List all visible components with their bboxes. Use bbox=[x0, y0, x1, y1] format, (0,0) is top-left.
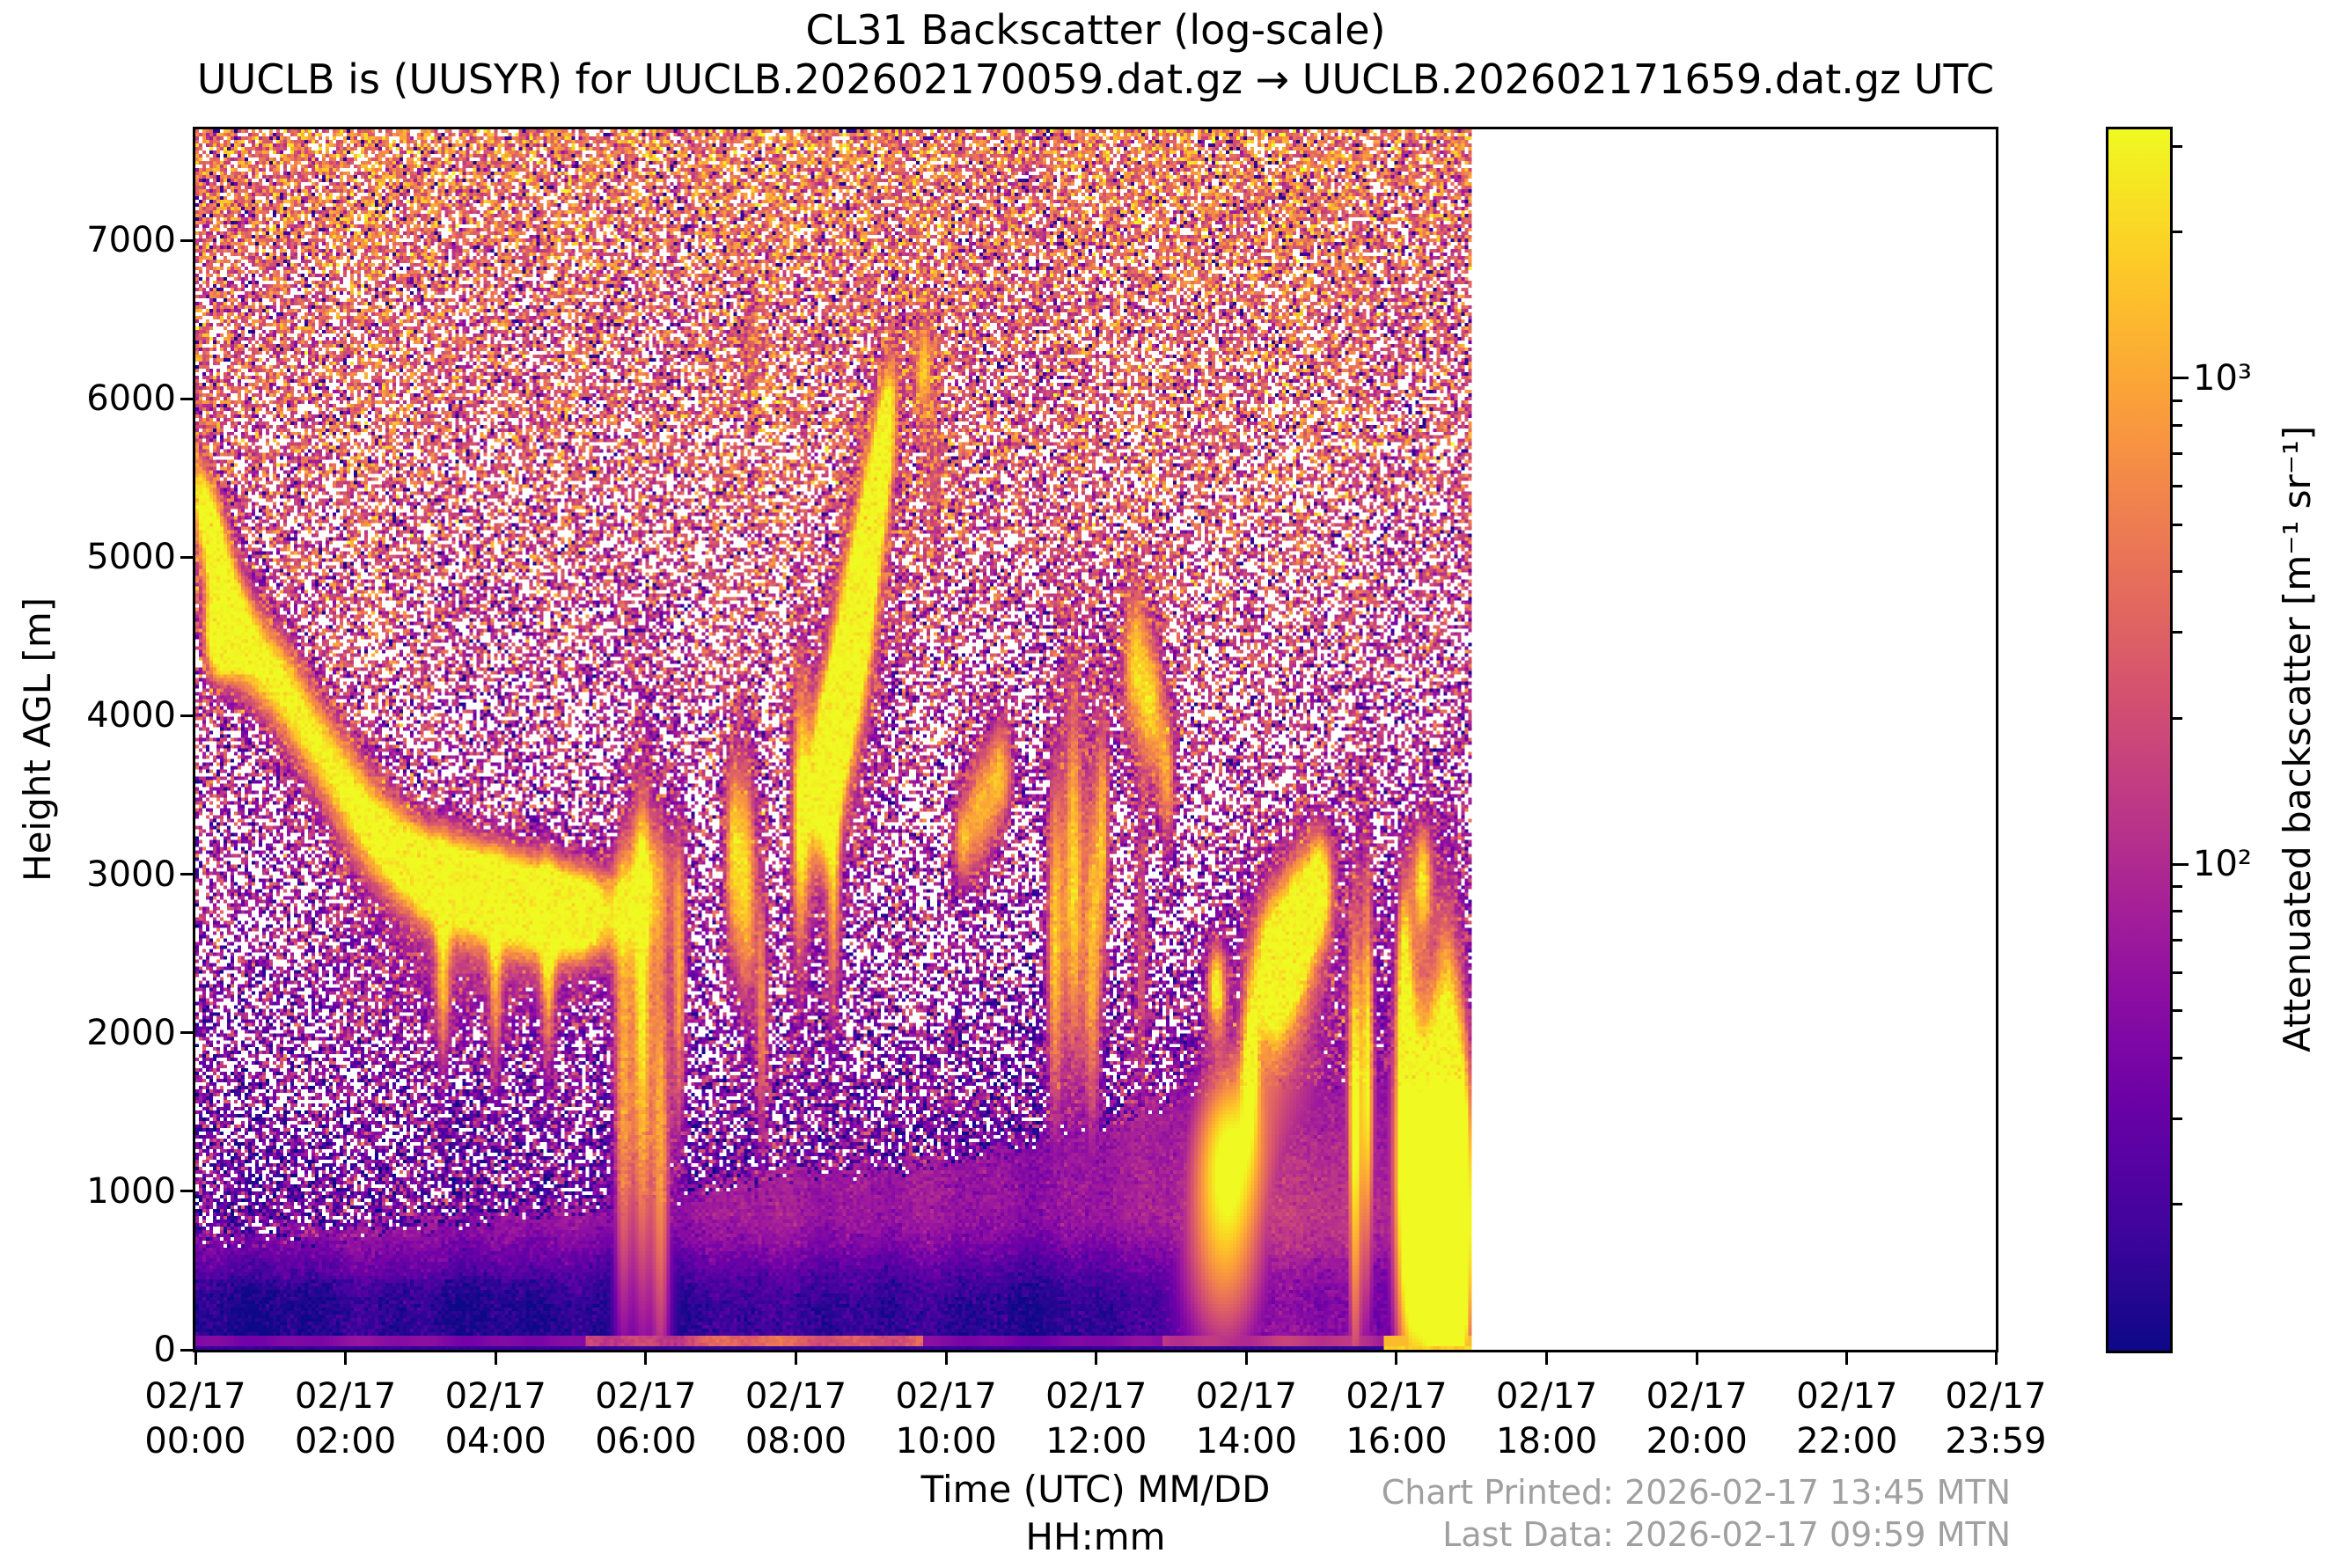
colorbar-minor-tick-mark bbox=[2173, 423, 2182, 427]
colorbar-label: Attenuated backscatter [m⁻¹ sr⁻¹] bbox=[2276, 425, 2319, 1053]
colorbar-minor-tick-mark bbox=[2173, 910, 2182, 913]
x-tick-label: 02/17 06:00 bbox=[595, 1376, 697, 1462]
colorbar-minor-tick-mark bbox=[2173, 971, 2182, 974]
x-tick-label: 02/17 08:00 bbox=[744, 1376, 847, 1462]
x-tick-mark bbox=[944, 1350, 948, 1365]
x-tick-label: 02/17 00:00 bbox=[144, 1376, 246, 1462]
y-tick-label: 5000 bbox=[86, 537, 176, 578]
x-tick-label: 02/17 14:00 bbox=[1195, 1376, 1297, 1462]
chart-printed-text: Chart Printed: 2026-02-17 13:45 MTN bbox=[1381, 1473, 2011, 1512]
colorbar-minor-tick-mark bbox=[2173, 523, 2182, 526]
chart-title: CL31 Backscatter (log-scale) bbox=[805, 6, 1386, 54]
colorbar-minor-tick-mark bbox=[2173, 1009, 2182, 1013]
x-tick-mark bbox=[1845, 1350, 1849, 1365]
colorbar-minor-tick-mark bbox=[2173, 1056, 2182, 1059]
colorbar-minor-tick-mark bbox=[2173, 1203, 2182, 1206]
y-tick-label: 2000 bbox=[86, 1012, 176, 1053]
colorbar-minor-tick-mark bbox=[2173, 231, 2182, 233]
colorbar-tick-label: 10² bbox=[2193, 844, 2252, 885]
colorbar-major-tick-mark bbox=[2173, 377, 2189, 380]
colorbar-minor-tick-mark bbox=[2173, 570, 2182, 574]
colorbar-minor-tick-mark bbox=[2173, 631, 2182, 634]
chart-subtitle: UUCLB is (UUSYR) for UUCLB.202602170059.… bbox=[196, 55, 1995, 103]
x-tick-mark bbox=[644, 1350, 648, 1365]
colorbar-minor-tick-mark bbox=[2173, 938, 2182, 942]
x-tick-mark bbox=[494, 1350, 497, 1365]
x-tick-label: 02/17 12:00 bbox=[1045, 1376, 1148, 1462]
x-tick-mark bbox=[794, 1350, 797, 1365]
x-tick-label: 02/17 02:00 bbox=[294, 1376, 397, 1462]
x-tick-label: 02/17 10:00 bbox=[895, 1376, 997, 1462]
x-tick-label: 02/17 23:59 bbox=[1945, 1376, 2047, 1462]
colorbar-major-tick-mark bbox=[2173, 862, 2189, 866]
x-tick-label: 02/17 04:00 bbox=[444, 1376, 546, 1462]
x-tick-label: 02/17 16:00 bbox=[1345, 1376, 1448, 1462]
y-tick-label: 7000 bbox=[86, 220, 176, 261]
y-tick-mark bbox=[180, 1031, 195, 1035]
y-tick-label: 3000 bbox=[86, 854, 176, 895]
x-tick-mark bbox=[1095, 1350, 1098, 1365]
y-tick-mark bbox=[180, 873, 195, 876]
colorbar-minor-tick-mark bbox=[2173, 1117, 2182, 1120]
last-data-text: Last Data: 2026-02-17 09:59 MTN bbox=[1442, 1515, 2011, 1554]
footer-block: Chart Printed: 2026-02-17 13:45 MTN Last… bbox=[1382, 1471, 2011, 1556]
y-tick-mark bbox=[180, 397, 195, 400]
x-tick-mark bbox=[344, 1350, 348, 1365]
y-tick-label: 0 bbox=[153, 1330, 176, 1370]
x-tick-label: 02/17 22:00 bbox=[1796, 1376, 1898, 1462]
x-tick-mark bbox=[194, 1350, 197, 1365]
colorbar-gradient bbox=[2108, 129, 2170, 1351]
y-tick-label: 6000 bbox=[86, 378, 176, 420]
x-tick-mark bbox=[1395, 1350, 1398, 1365]
colorbar-minor-tick-mark bbox=[2173, 885, 2182, 889]
y-tick-mark bbox=[180, 1348, 195, 1352]
y-tick-mark bbox=[180, 714, 195, 717]
y-tick-label: 4000 bbox=[86, 695, 176, 736]
x-axis-label: Time (UTC) MM/DD HH:mm bbox=[195, 1466, 1996, 1561]
x-tick-label: 02/17 18:00 bbox=[1495, 1376, 1598, 1462]
x-tick-mark bbox=[1994, 1350, 1998, 1365]
colorbar-minor-tick-mark bbox=[2173, 451, 2182, 455]
y-tick-mark bbox=[180, 555, 195, 559]
colorbar-frame bbox=[2106, 127, 2173, 1353]
y-tick-mark bbox=[180, 1190, 195, 1193]
colorbar-minor-tick-mark bbox=[2173, 484, 2182, 487]
colorbar-minor-tick-mark bbox=[2173, 716, 2182, 720]
colorbar-minor-tick-mark bbox=[2173, 399, 2182, 402]
x-axis-label-line1: Time (UTC) MM/DD bbox=[920, 1468, 1271, 1511]
backscatter-heatmap bbox=[195, 129, 1996, 1350]
x-tick-mark bbox=[1695, 1350, 1698, 1365]
colorbar-tick-label: 10³ bbox=[2193, 357, 2252, 399]
title-block: CL31 Backscatter (log-scale) UUCLB is (U… bbox=[195, 5, 1996, 104]
y-tick-label: 1000 bbox=[86, 1170, 176, 1212]
x-tick-label: 02/17 20:00 bbox=[1646, 1376, 1748, 1462]
x-axis-label-line2: HH:mm bbox=[1025, 1515, 1166, 1558]
colorbar-minor-tick-mark bbox=[2173, 144, 2182, 148]
x-tick-mark bbox=[1545, 1350, 1549, 1365]
y-tick-mark bbox=[180, 238, 195, 242]
x-tick-mark bbox=[1244, 1350, 1248, 1365]
